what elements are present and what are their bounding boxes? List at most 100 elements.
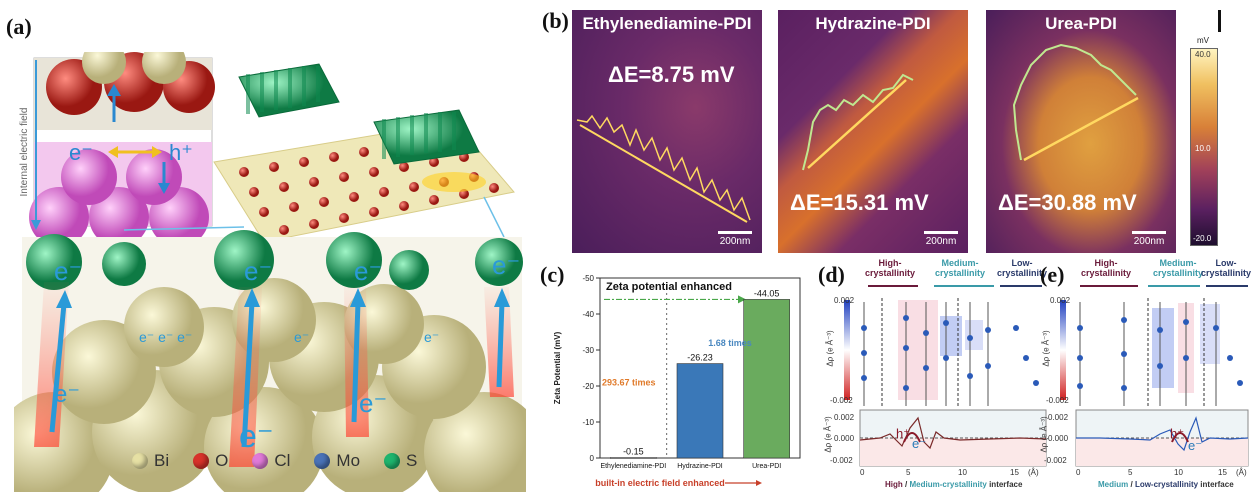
chart-c-annotation-0: 293.67 times [602, 377, 656, 387]
legend-s-ball [384, 453, 401, 469]
chart-c-category-label: Urea-PDI [752, 463, 781, 470]
e-ytick-2: -0.002 [1044, 456, 1067, 465]
d-hole: h⁺ [896, 426, 911, 441]
e-region-low: Low- crystallinity [1200, 258, 1252, 278]
e-cbar-min: -0.002 [1046, 396, 1069, 405]
panel-label-c: (c) [540, 262, 565, 287]
d-region-low: Low- crystallinity [996, 258, 1048, 278]
d-cbar-min: -0.002 [830, 396, 853, 405]
chart-c-ytick-label: 0 [590, 454, 595, 463]
chart-c-category-label: Hydrazine-PDI [677, 463, 723, 470]
scene-electron-3: e⁻ [354, 256, 382, 286]
e-electron: e⁻ [1188, 438, 1203, 453]
colorbar: 40.0 10.0 -20.0 [1190, 48, 1218, 246]
chart-c-ytick-label: -30 [582, 346, 594, 355]
legend-s-label: S [406, 451, 418, 470]
legend-bi-ball [132, 453, 148, 469]
e-ytick-1: 0.000 [1048, 434, 1069, 443]
chart-c-category-label: Ethylenediamine-PDI [600, 463, 666, 470]
d-ytick-0: 0.002 [834, 413, 855, 422]
colorbar-max: 40.0 [1195, 50, 1211, 59]
panel-label-b: (b) [542, 8, 569, 33]
legend-bi-label: Bi [154, 451, 170, 470]
e-region-medium: Medium- crystallinity [1152, 258, 1204, 278]
chart-c-enhanced-arrowhead [738, 295, 746, 304]
scalebar-ethylenediamine: 200nm [718, 231, 752, 247]
e-xlabel-medium: Medium [1098, 480, 1129, 489]
d-cbar-max: 0.002 [834, 296, 855, 305]
scene-electron-10: e⁻ [424, 329, 439, 345]
d-xtick-4: (Å) [1028, 468, 1039, 477]
d-region-medium: Medium- crystallinity [934, 258, 986, 278]
colorbar-min: -20.0 [1193, 234, 1212, 243]
chart-c-value-label: -44.05 [754, 288, 780, 298]
d-electron: e⁻ [912, 436, 927, 451]
panel-a-illustration: Internal electric field e⁻ h⁺ [14, 52, 526, 492]
chart-c-value-label: -26.23 [687, 353, 713, 363]
inset-electron: e⁻ [69, 140, 93, 165]
zeta-potential-chart: 0 -10 -20 -30 -40 -50 Zeta Potential (mV) -0.1… [553, 274, 801, 488]
scene-electron-1: e⁻ [54, 256, 82, 286]
kpfm-delta-hydrazine: ΔE=15.31 mV [790, 190, 929, 215]
kpfm-image-hydrazine: Hydrazine-PDI ΔE=15.31 mV 200nm [778, 10, 968, 253]
chart-c-ytick-label: -20 [582, 382, 594, 391]
scene-electron-9: e⁻ [294, 329, 309, 345]
d-xlabel-interface: interface [989, 480, 1023, 489]
panel-d: High- crystallinity Medium- crystallinit… [824, 258, 1050, 490]
legend-o-ball [193, 453, 210, 469]
panel-a-legend: Bi O Cl Mo S [132, 451, 417, 471]
d-region-high: High- crystallinity [864, 258, 916, 278]
kpfm-delta-urea: ΔE=30.88 mV [998, 190, 1137, 215]
e-xtick-3: 15 [1218, 468, 1227, 477]
kpfm-title-ethylenediamine: Ethylenediamine-PDI [582, 14, 752, 33]
chart-c-title: Zeta potential enhanced [606, 281, 732, 293]
d-ytick-2: -0.002 [830, 456, 853, 465]
scalebar-urea: 200nm [1132, 231, 1166, 247]
e-region-high: High- crystallinity [1080, 258, 1132, 278]
e-cbar-max: 0.002 [1050, 296, 1071, 305]
chart-c-ytick-label: -40 [582, 310, 594, 319]
e-xlabel: Medium / Low-crystallinity interface [1098, 480, 1234, 489]
e-xlabel-low: Low-crystallinity [1134, 480, 1199, 489]
kpfm-delta-ethylenediamine: ΔE=8.75 mV [608, 62, 735, 87]
chart-c-value-label: -0.15 [623, 446, 644, 456]
d-ytick-1: 0.000 [834, 434, 855, 443]
chart-c-xlabel: built-in electric field enhanced [595, 478, 725, 488]
kpfm-title-hydrazine: Hydrazine-PDI [815, 14, 931, 33]
scalebar-label-ethylenediamine: 200nm [719, 236, 751, 247]
e-xtick-0: 0 [1076, 468, 1081, 477]
chart-c-xlabel-arrowhead [756, 480, 762, 486]
d-ylabel-top: Δρ (e Å⁻³) [825, 330, 835, 367]
colorbar-mid: 10.0 [1195, 144, 1211, 153]
chart-c-bar [743, 299, 790, 459]
chart-c-bar [676, 363, 724, 459]
panel-label-a: (a) [6, 14, 32, 39]
scalebar-label-urea: 200nm [1133, 236, 1165, 247]
legend-cl-ball [252, 453, 269, 469]
d-xlabel-high: High [885, 480, 903, 489]
legend-cl-label: Cl [274, 451, 291, 470]
scalebar-hydrazine: 200nm [924, 231, 958, 247]
e-hole: h⁺ [1170, 426, 1185, 441]
e-xtick-1: 5 [1128, 468, 1133, 477]
e-xtick-2: 10 [1174, 468, 1183, 477]
d-xlabel-medium: Medium-crystallinity [909, 480, 987, 489]
kpfm-image-urea: Urea-PDI ΔE=30.88 mV 200nm [986, 10, 1176, 253]
scalebar-label-hydrazine: 200nm [925, 236, 957, 247]
kpfm-title-urea: Urea-PDI [1045, 14, 1117, 33]
scene-electron-7: e⁻ [54, 381, 80, 408]
chart-c-bar [610, 457, 657, 459]
chart-c-ytick-label: -10 [582, 418, 594, 427]
colorbar-unit: mV [1197, 36, 1209, 45]
d-xtick-2: 10 [958, 468, 967, 477]
legend-mo-label: Mo [336, 451, 361, 470]
d-xtick-1: 5 [906, 468, 911, 477]
d-xtick-3: 15 [1010, 468, 1019, 477]
field-label: Internal electric field [19, 108, 30, 197]
panel-label-d: (d) [818, 262, 845, 287]
chart-c-ytick-label: -50 [582, 274, 594, 283]
e-ytick-0: 0.002 [1048, 413, 1069, 422]
scene-electron-8: e⁻ e⁻ e⁻ [139, 329, 192, 345]
d-ylabel-bottom: Δρ (e Å⁻³) [823, 416, 833, 453]
e-ylabel-top: Δρ (e Å⁻³) [1041, 330, 1051, 367]
